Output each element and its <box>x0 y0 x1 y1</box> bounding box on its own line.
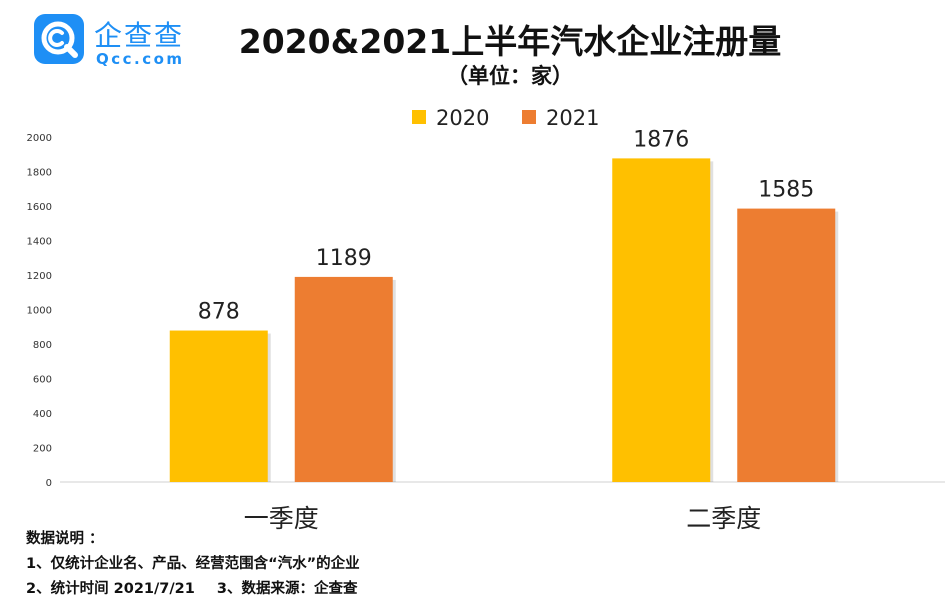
y-tick-label: 2000 <box>27 133 52 144</box>
chart-subtitle: （单位：家） <box>447 64 573 88</box>
data-label: 1585 <box>758 178 814 203</box>
y-tick-label: 800 <box>33 340 52 351</box>
data-label: 1876 <box>633 127 689 152</box>
y-tick-label: 1800 <box>27 168 52 179</box>
bar-2020 <box>612 158 711 482</box>
data-label: 878 <box>198 300 240 325</box>
notes-line-1: 1、仅统计企业名、产品、经营范围含“汽水”的企业 <box>26 556 360 572</box>
qcc-logo: 企查查 Qcc.com <box>34 12 224 70</box>
x-tick-label: 一季度 <box>244 504 319 533</box>
notes-heading: 数据说明 ： <box>26 531 104 547</box>
legend-swatch-2021 <box>522 110 536 124</box>
data-notes: 数据说明 ： 1、仅统计企业名、产品、经营范围含“汽水”的企业 2、统计时间 2… <box>26 527 360 602</box>
y-tick-label: 1000 <box>27 306 52 317</box>
notes-line-2: 2、统计时间 2021/7/21 3、数据来源：企查查 <box>26 577 360 602</box>
y-tick-label: 600 <box>33 375 52 386</box>
y-tick-label: 1200 <box>27 271 52 282</box>
y-tick-label: 200 <box>33 444 52 455</box>
data-label: 1189 <box>316 246 372 271</box>
y-tick-label: 1400 <box>27 237 52 248</box>
x-tick-label: 二季度 <box>686 504 761 533</box>
logo-name-en: Qcc.com <box>96 50 185 68</box>
bar-2021 <box>294 276 393 482</box>
notes-source: 3、数据来源：企查查 <box>216 581 358 597</box>
logo-name-cn: 企查查 <box>94 19 185 52</box>
chart-title: 2020&2021上半年汽水企业注册量 <box>238 22 782 61</box>
qcc-logo-icon <box>34 14 84 64</box>
y-tick-label: 0 <box>46 478 52 489</box>
legend-label: 2021 <box>546 106 599 130</box>
legend-swatch-2020 <box>412 110 426 124</box>
y-tick-label: 1600 <box>27 202 52 213</box>
bar-2021 <box>737 208 836 482</box>
y-tick-label: 400 <box>33 409 52 420</box>
bar-2020 <box>169 330 268 482</box>
legend-label: 2020 <box>436 106 489 130</box>
notes-stat-time: 2、统计时间 2021/7/21 <box>26 581 195 597</box>
